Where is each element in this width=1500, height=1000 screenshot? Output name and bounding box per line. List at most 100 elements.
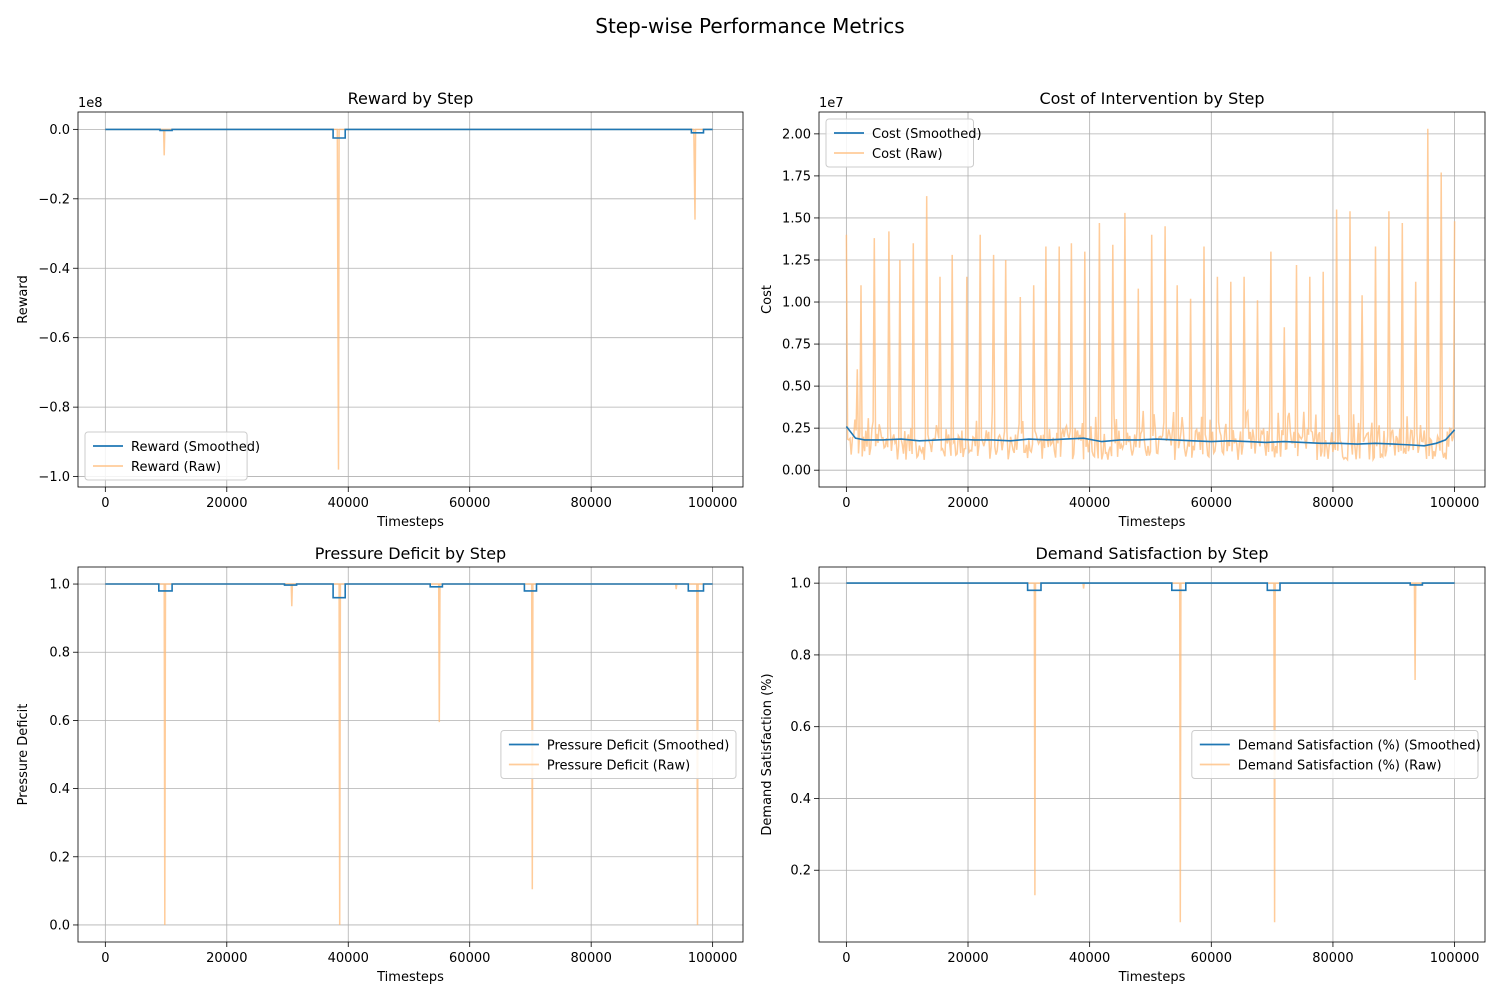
x-tick-label: 80000	[1312, 496, 1353, 511]
y-tick-label: 0.2	[790, 864, 811, 879]
y-tick-label: 0.4	[790, 792, 811, 807]
legend: Reward (Smoothed) Reward (Raw)	[84, 431, 260, 481]
y-tick-label: 0.50	[782, 380, 811, 395]
subplot-title: Pressure Deficit by Step	[315, 544, 506, 563]
x-axis-label: Timesteps	[376, 970, 444, 985]
subplot-3: 0 20000 40000 60000 80000 100000 0.0 0.2 0.4 0.6 0…	[16, 544, 744, 985]
y-tick-label: −0.4	[38, 262, 70, 277]
x-tick-label: 100000	[688, 951, 738, 966]
x-axis-label: Timesteps	[1118, 970, 1186, 985]
y-tick-label: 0.25	[782, 422, 811, 437]
y-tick-label: 0.75	[782, 338, 811, 353]
x-tick-label: 0	[101, 496, 109, 511]
legend-label: Demand Satisfaction (%) (Smoothed)	[1238, 739, 1481, 754]
y-tick-label: 1.50	[782, 211, 811, 226]
y-tick-label: 1.0	[49, 578, 70, 593]
y-tick-label: 2.00	[782, 127, 811, 142]
series-line-smoothed	[845, 426, 1456, 447]
y-tick-label: 0.8	[49, 646, 70, 661]
series-line-raw	[845, 128, 1456, 463]
y-tick-label: 0.4	[49, 782, 70, 797]
y-tick-label: 1.00	[782, 296, 811, 311]
axes-frame	[818, 566, 1486, 943]
y-axis-label: Reward	[16, 275, 31, 323]
x-tick-label: 60000	[449, 951, 490, 966]
legend-label: Reward (Smoothed)	[131, 440, 260, 455]
x-tick-label: 0	[101, 951, 109, 966]
y-tick-label: 0.0	[49, 123, 70, 138]
plot-area	[105, 128, 713, 470]
subplot-1: 0 20000 40000 60000 80000 100000 0.0 −0.2 −0.4 −0…	[16, 89, 744, 530]
x-tick-label: 0	[842, 496, 850, 511]
legend-label: Pressure Deficit (Raw)	[547, 759, 690, 774]
y-axis-label: Cost	[760, 285, 775, 314]
y-tick-label: 0.0	[49, 918, 70, 933]
y-tick-label: 1.0	[790, 577, 811, 592]
x-axis-label: Timesteps	[1118, 515, 1186, 530]
series-line-smoothed	[105, 128, 713, 139]
x-tick-label: 0	[842, 951, 850, 966]
x-tick-label: 20000	[947, 951, 988, 966]
plot-area	[845, 128, 1456, 463]
subplot-2: 0 20000 40000 60000 80000 100000 0.00 0.25 0.50 0…	[760, 89, 1486, 530]
y-tick-label: 0.00	[782, 464, 811, 479]
x-tick-label: 80000	[1312, 951, 1353, 966]
x-axis-label: Timesteps	[376, 515, 444, 530]
x-tick-label: 20000	[206, 951, 247, 966]
plot-area	[105, 583, 713, 926]
y-tick-label: 0.6	[790, 720, 811, 735]
subplot-title: Demand Satisfaction by Step	[1035, 544, 1268, 563]
x-tick-label: 60000	[1191, 496, 1232, 511]
x-tick-label: 40000	[1069, 951, 1110, 966]
axes-frame	[77, 566, 744, 943]
x-tick-label: 80000	[570, 951, 611, 966]
legend: Cost (Smoothed) Cost (Raw)	[825, 118, 982, 168]
x-tick-label: 60000	[1191, 951, 1232, 966]
y-tick-label: 1.25	[782, 253, 811, 268]
axes-frame	[818, 111, 1486, 488]
series-line-smoothed	[846, 582, 1455, 592]
figure-title: Step-wise Performance Metrics	[595, 14, 905, 38]
x-tick-label: 80000	[570, 496, 611, 511]
y-axis-label: Pressure Deficit	[16, 704, 31, 806]
series-line-raw	[105, 128, 713, 470]
subplot-title: Cost of Intervention by Step	[1039, 89, 1264, 108]
x-tick-label: 100000	[688, 496, 738, 511]
legend: Pressure Deficit (Smoothed) Pressure Defi…	[500, 730, 737, 779]
subplot-4: 0 20000 40000 60000 80000 100000 0.2 0.4 0.6 0.8 1…	[760, 544, 1486, 985]
axes-frame	[77, 111, 744, 488]
y-tick-label: 0.2	[49, 850, 70, 865]
y-tick-label: −0.8	[38, 401, 70, 416]
x-tick-label: 40000	[328, 951, 369, 966]
x-tick-label: 60000	[449, 496, 490, 511]
y-tick-label: −1.0	[38, 470, 70, 485]
series-line-raw	[846, 582, 1455, 923]
y-axis-label: Demand Satisfaction (%)	[760, 673, 775, 835]
legend-box	[1191, 730, 1479, 779]
series-line-smoothed	[105, 583, 713, 599]
legend-box	[500, 730, 737, 779]
x-tick-label: 100000	[1430, 496, 1480, 511]
legend-box	[825, 118, 974, 168]
legend-label: Reward (Raw)	[131, 460, 221, 475]
axis-offset-text: 1e8	[78, 96, 103, 111]
subplot-title: Reward by Step	[348, 89, 474, 108]
legend-label: Cost (Raw)	[872, 147, 943, 162]
y-tick-label: −0.6	[38, 331, 70, 346]
axis-offset-text: 1e7	[819, 96, 844, 111]
y-tick-label: 1.75	[782, 169, 811, 184]
x-tick-label: 40000	[328, 496, 369, 511]
x-tick-label: 20000	[947, 496, 988, 511]
y-tick-label: 0.6	[49, 714, 70, 729]
legend-label: Pressure Deficit (Smoothed)	[547, 739, 729, 754]
x-tick-label: 20000	[206, 496, 247, 511]
y-tick-label: 0.8	[790, 648, 811, 663]
legend-label: Cost (Smoothed)	[872, 127, 982, 142]
legend-box	[84, 431, 248, 481]
y-tick-label: −0.2	[38, 192, 70, 207]
x-tick-label: 100000	[1430, 951, 1480, 966]
legend-label: Demand Satisfaction (%) (Raw)	[1238, 759, 1442, 774]
legend: Demand Satisfaction (%) (Smoothed) Demand…	[1191, 730, 1481, 779]
x-tick-label: 40000	[1069, 496, 1110, 511]
